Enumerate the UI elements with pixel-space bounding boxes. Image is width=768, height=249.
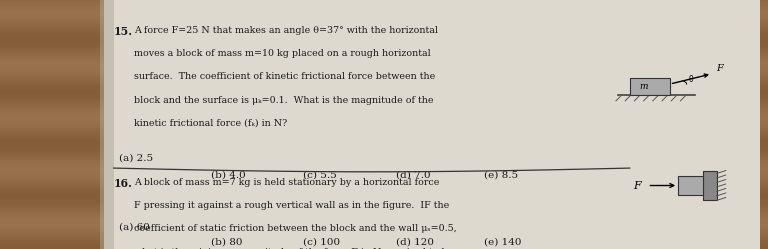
Text: (e) 140: (e) 140 <box>484 238 521 247</box>
Text: surface.  The coefficient of kinetic frictional force between the: surface. The coefficient of kinetic fric… <box>134 72 435 81</box>
Text: (a) 60: (a) 60 <box>119 223 150 232</box>
Polygon shape <box>703 171 717 200</box>
Polygon shape <box>630 78 670 95</box>
Text: m: m <box>640 82 648 91</box>
Text: (b) 4.0: (b) 4.0 <box>211 171 246 180</box>
Text: (e) 8.5: (e) 8.5 <box>484 171 518 180</box>
Text: A block of mass m=7 kg is held stationary by a horizontal force: A block of mass m=7 kg is held stationar… <box>134 178 440 187</box>
Text: A force F=25 N that makes an angle θ=37° with the horizontal: A force F=25 N that makes an angle θ=37°… <box>134 26 439 35</box>
Text: (c) 5.5: (c) 5.5 <box>303 171 337 180</box>
Text: θ: θ <box>689 75 694 84</box>
Text: coefficient of static friction between the block and the wall μₛ=0.5,: coefficient of static friction between t… <box>134 224 457 233</box>
Text: block and the surface is μₖ=0.1.  What is the magnitude of the: block and the surface is μₖ=0.1. What is… <box>134 96 434 105</box>
Text: F: F <box>716 63 723 72</box>
Text: moves a block of mass m=10 kg placed on a rough horizontal: moves a block of mass m=10 kg placed on … <box>134 49 431 58</box>
Text: 15.: 15. <box>114 26 133 37</box>
Text: (c) 100: (c) 100 <box>303 238 340 247</box>
Text: what is the minimum magnitude of the force F in N required to keep: what is the minimum magnitude of the for… <box>134 248 465 249</box>
Polygon shape <box>100 0 114 249</box>
Text: kinetic frictional force (fₖ) in N?: kinetic frictional force (fₖ) in N? <box>134 119 288 128</box>
Text: (a) 2.5: (a) 2.5 <box>119 153 153 162</box>
Polygon shape <box>678 176 703 195</box>
Text: (b) 80: (b) 80 <box>211 238 243 247</box>
Text: 16.: 16. <box>114 178 133 189</box>
Text: (d) 120: (d) 120 <box>396 238 433 247</box>
Polygon shape <box>104 0 760 249</box>
Text: F: F <box>634 181 641 190</box>
Text: F pressing it against a rough vertical wall as in the figure.  IF the: F pressing it against a rough vertical w… <box>134 201 449 210</box>
Text: (d) 7.0: (d) 7.0 <box>396 171 430 180</box>
